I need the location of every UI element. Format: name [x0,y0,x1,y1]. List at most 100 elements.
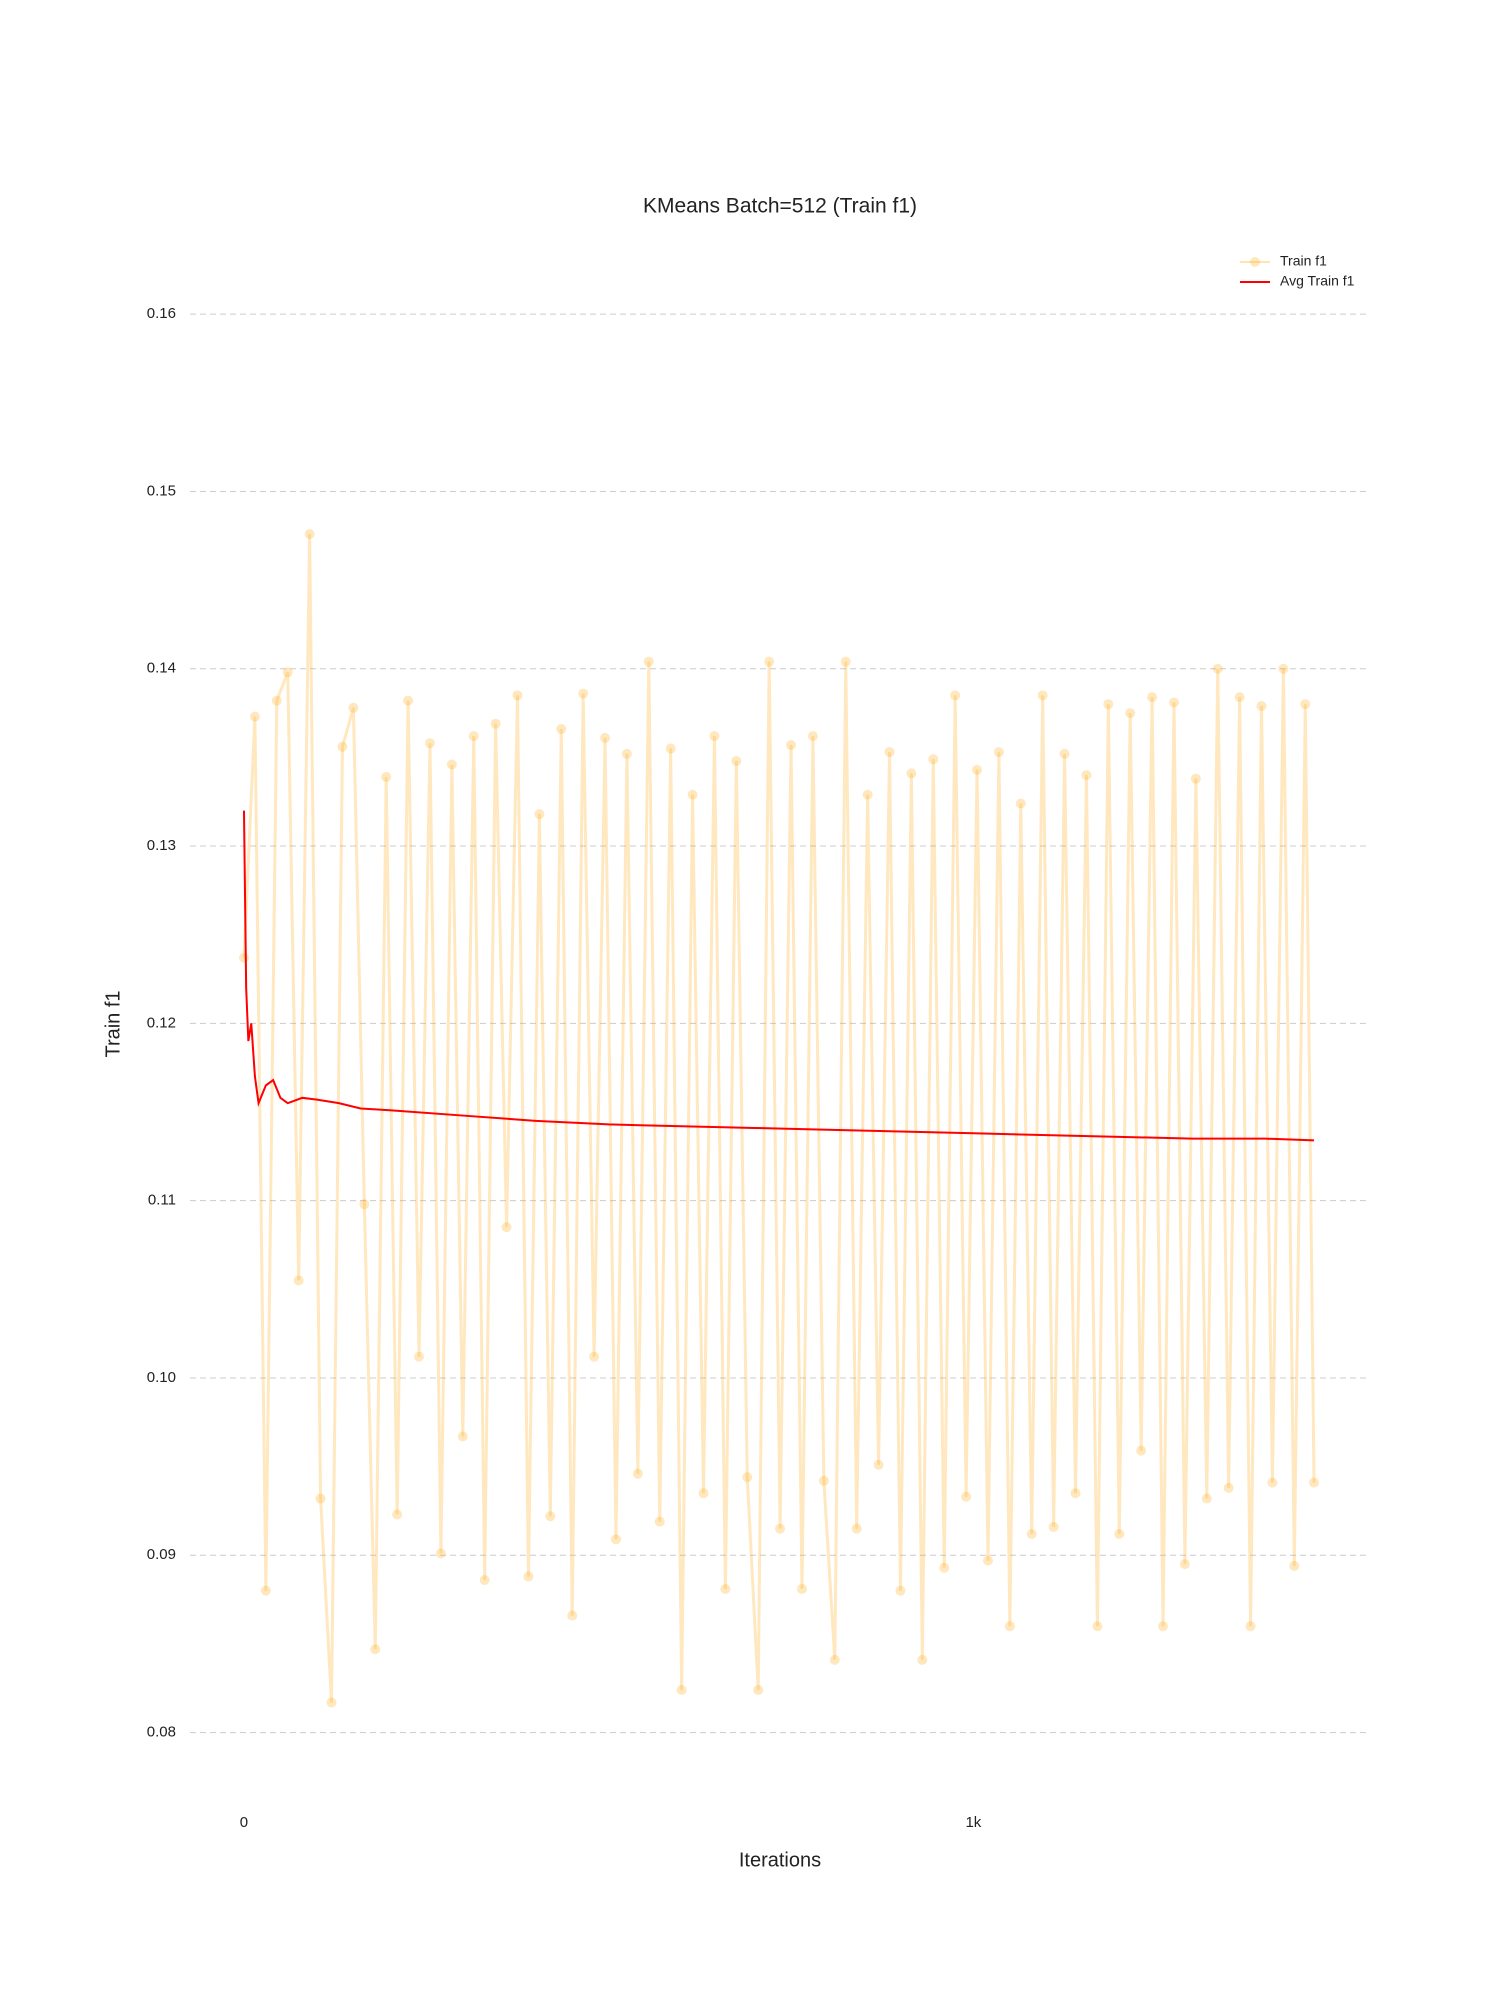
point [1070,1488,1081,1499]
point [796,1583,807,1594]
y-tick-label: 0.09 [147,1546,176,1563]
point [731,755,742,766]
point [271,695,282,706]
point [337,741,348,752]
point [556,724,567,735]
point [676,1685,687,1696]
point [1158,1621,1169,1632]
point [643,656,654,667]
point [348,702,359,713]
point [917,1654,928,1665]
point [982,1555,993,1566]
point [972,764,983,775]
point [457,1431,468,1442]
point [468,731,479,742]
point [829,1654,840,1665]
point [315,1493,326,1504]
point [1168,697,1179,708]
point [1256,700,1267,711]
point [381,771,392,782]
point [501,1222,512,1233]
x-tick-label: 1k [965,1814,981,1831]
point [1004,1621,1015,1632]
legend-marker [1250,257,1260,267]
point [764,656,775,667]
point [895,1585,906,1596]
point [1190,773,1201,784]
point [786,739,797,750]
point [370,1644,381,1655]
y-tick-label: 0.08 [147,1724,176,1741]
point [249,711,260,722]
point [873,1459,884,1470]
x-tick-label: 0 [240,1814,248,1831]
chart-title: KMeans Batch=512 (Train f1) [643,195,917,218]
point [359,1199,370,1210]
point [293,1275,304,1286]
point [698,1488,709,1499]
point [1289,1560,1300,1571]
y-tick-label: 0.12 [147,1014,176,1031]
point [1201,1493,1212,1504]
point [1037,690,1048,701]
point [1103,699,1114,710]
y-tick-label: 0.11 [148,1192,176,1209]
point [1234,692,1245,703]
point [1015,798,1026,809]
point [884,747,895,758]
point [545,1511,556,1522]
point [414,1351,425,1362]
point [950,690,961,701]
point [632,1468,643,1479]
point [1179,1559,1190,1570]
point [479,1575,490,1586]
point [1278,663,1289,674]
point [1147,692,1158,703]
x-axis-label: Iterations [739,1849,821,1871]
point [1300,699,1311,710]
point [523,1571,534,1582]
point [534,809,545,820]
point [424,738,435,749]
point [1059,748,1070,759]
legend-label: Train f1 [1280,253,1327,269]
point [939,1562,950,1573]
y-tick-label: 0.14 [147,660,176,677]
point [282,667,293,678]
point [1136,1445,1147,1456]
point [578,688,589,699]
point [1125,708,1136,719]
point [1223,1482,1234,1493]
point [589,1351,600,1362]
point [818,1475,829,1486]
y-tick-label: 0.10 [147,1369,176,1386]
point [600,732,611,743]
avg-line [242,810,1315,1142]
point [928,754,939,765]
point [687,789,698,800]
point [392,1509,403,1520]
point [1245,1621,1256,1632]
point [1048,1521,1059,1532]
point [1092,1621,1103,1632]
point [906,768,917,779]
point [610,1534,621,1545]
point [326,1697,337,1708]
point [775,1523,786,1534]
point [753,1685,764,1696]
y-axis-label: Train f1 [102,990,124,1057]
series-line [242,533,1316,1703]
point [862,789,873,800]
point [403,695,414,706]
y-tick-label: 0.16 [147,305,176,322]
point [807,731,818,742]
legend-label: Avg Train f1 [1280,273,1355,289]
point [851,1523,862,1534]
point [238,952,249,963]
point [1114,1529,1125,1539]
point [512,690,523,701]
y-tick-label: 0.15 [147,482,176,499]
point [654,1516,665,1527]
point [1212,663,1223,674]
